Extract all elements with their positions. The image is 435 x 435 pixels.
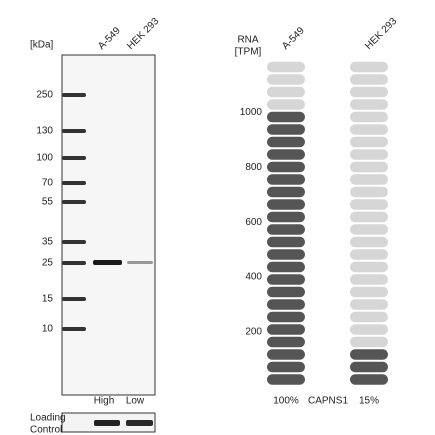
- expression-pill: [267, 186, 305, 198]
- marker-label: 10: [42, 324, 54, 335]
- ladder-band: [62, 93, 86, 97]
- empty-pill: [350, 311, 388, 323]
- marker-label: 250: [36, 90, 53, 101]
- empty-pill: [350, 336, 388, 348]
- marker-label: 100: [36, 153, 53, 164]
- expression-pill: [267, 311, 305, 323]
- ladder-band: [62, 156, 86, 160]
- expression-pill: [267, 286, 305, 298]
- expression-pill: [267, 374, 305, 385]
- empty-pill: [350, 211, 388, 223]
- blot-band: [93, 260, 122, 265]
- empty-pill: [267, 86, 305, 98]
- expression-pill: [267, 124, 305, 135]
- ladder-band: [62, 327, 86, 331]
- marker-label: 15: [42, 294, 54, 305]
- lane-label: A-549: [96, 25, 123, 52]
- percent-label: 100%: [273, 396, 299, 407]
- empty-pill: [350, 136, 388, 148]
- empty-pill: [350, 86, 388, 98]
- expression-pill: [267, 199, 305, 210]
- empty-pill: [350, 299, 388, 310]
- ladder-band: [62, 261, 86, 265]
- empty-pill: [350, 124, 388, 135]
- empty-pill: [350, 99, 388, 110]
- level-label: High: [94, 396, 115, 407]
- unit-label: [kDa]: [30, 40, 54, 51]
- empty-pill: [350, 324, 388, 335]
- loading-band: [94, 420, 120, 426]
- gene-label: CAPNS1: [308, 396, 348, 407]
- marker-label: 70: [42, 178, 54, 189]
- y-tick-label: 400: [245, 272, 262, 283]
- sample-label: A-549: [280, 25, 307, 52]
- ladder-band: [62, 297, 86, 301]
- expression-pill: [267, 136, 305, 148]
- ladder-band: [62, 129, 86, 133]
- empty-pill: [350, 274, 388, 285]
- expression-pill: [267, 149, 305, 160]
- expression-pill: [267, 174, 305, 185]
- rna-axis-label: [TPM]: [235, 47, 262, 58]
- loading-label: Loading: [30, 413, 66, 424]
- sample-label: HEK 293: [363, 16, 399, 52]
- expression-pill: [267, 261, 305, 273]
- empty-pill: [267, 74, 305, 85]
- expression-pill: [267, 224, 305, 235]
- empty-pill: [350, 261, 388, 273]
- blot-band: [127, 261, 153, 264]
- empty-pill: [350, 174, 388, 185]
- expression-pill: [267, 336, 305, 348]
- rna-axis-label: RNA: [237, 35, 258, 46]
- ladder-band: [62, 181, 86, 185]
- empty-pill: [350, 199, 388, 210]
- expression-pill: [267, 274, 305, 285]
- percent-label: 15%: [359, 396, 379, 407]
- expression-pill: [267, 249, 305, 260]
- y-tick-label: 600: [245, 217, 262, 228]
- expression-pill: [267, 161, 305, 173]
- expression-pill: [350, 361, 388, 373]
- loading-band: [126, 420, 153, 426]
- expression-pill: [267, 211, 305, 223]
- empty-pill: [350, 111, 388, 123]
- ladder-band: [62, 240, 86, 244]
- empty-pill: [350, 161, 388, 173]
- empty-pill: [267, 61, 305, 73]
- empty-pill: [267, 99, 305, 110]
- y-tick-label: 800: [245, 162, 262, 173]
- expression-pill: [350, 349, 388, 360]
- empty-pill: [350, 286, 388, 298]
- marker-label: 55: [42, 197, 54, 208]
- loading-label: Control: [30, 425, 62, 435]
- y-tick-label: 1000: [240, 107, 263, 118]
- empty-pill: [350, 74, 388, 85]
- marker-label: 35: [42, 237, 54, 248]
- expression-pill: [267, 111, 305, 123]
- expression-pill: [267, 236, 305, 248]
- empty-pill: [350, 186, 388, 198]
- expression-pill: [267, 361, 305, 373]
- empty-pill: [350, 61, 388, 73]
- marker-label: 130: [36, 126, 53, 137]
- empty-pill: [350, 149, 388, 160]
- y-tick-label: 200: [245, 327, 262, 338]
- empty-pill: [350, 236, 388, 248]
- empty-pill: [350, 224, 388, 235]
- expression-pill: [350, 374, 388, 385]
- blot-frame: [61, 54, 156, 396]
- lane-label: HEK 293: [125, 16, 161, 52]
- expression-pill: [267, 349, 305, 360]
- ladder-band: [62, 200, 86, 204]
- marker-label: 25: [42, 258, 54, 269]
- level-label: Low: [126, 396, 145, 407]
- empty-pill: [350, 249, 388, 260]
- expression-pill: [267, 299, 305, 310]
- expression-pill: [267, 324, 305, 335]
